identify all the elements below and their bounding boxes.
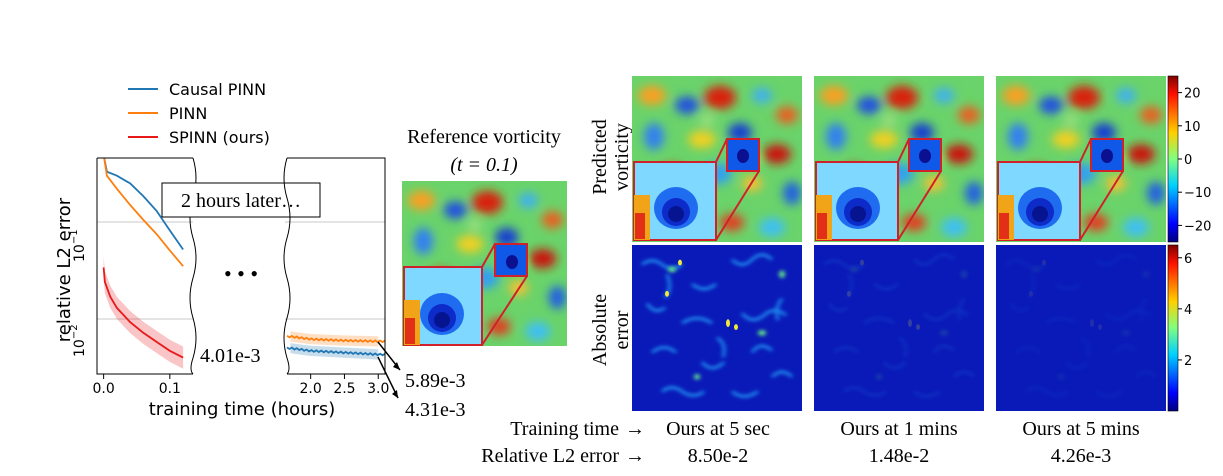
zoom-inset-1 xyxy=(633,161,717,241)
table-col2-error: 1.48e-2 xyxy=(869,445,930,467)
absolute-error-3 xyxy=(996,245,1166,411)
absolute-error-2 xyxy=(814,245,984,411)
band-spinn-ours xyxy=(103,256,184,369)
row-label-predicted-2: vorticity xyxy=(611,123,633,191)
ytick-1e-2: 10−2 xyxy=(69,324,88,357)
panel-column-1 xyxy=(632,76,802,411)
zoom-spot-2 xyxy=(919,149,931,163)
xtick-label-left-1: 0.1 xyxy=(159,381,181,397)
colorbar-error-bar xyxy=(1167,244,1179,412)
series-line-right-pinn xyxy=(286,334,385,344)
colorbar-error: 6 4 2 xyxy=(1167,244,1192,412)
zoom-spot-3 xyxy=(1101,149,1113,163)
colorbar-vorticity-label-1: 10 xyxy=(1184,120,1201,135)
annotation-arrowhead-causal xyxy=(392,390,398,398)
legend-label-spinn: SPINN (ours) xyxy=(169,128,270,147)
annotation-causal: 4.31e-3 xyxy=(405,399,466,421)
ellipsis: • • • xyxy=(224,261,258,286)
colorbar-error-label-1: 4 xyxy=(1184,303,1192,318)
reference-title-line1: Reference vorticity xyxy=(407,126,561,148)
xtick-label-right-0: 2.0 xyxy=(300,381,322,397)
reference-panel: Reference vorticity (t = 0.1) xyxy=(402,126,567,346)
callout: 2 hours later… xyxy=(161,182,321,218)
colorbar-vorticity-label-4: −20 xyxy=(1184,219,1211,234)
table-col3-error: 4.26e-3 xyxy=(1051,445,1112,467)
zoom-line-b-1 xyxy=(715,170,760,241)
annotation-pinn: 5.89e-3 xyxy=(405,370,466,392)
zoom-inset-2 xyxy=(815,161,899,241)
series-line-pinn xyxy=(103,158,184,267)
ytick-1e-1: 10−1 xyxy=(69,229,88,262)
table-row2-arrow: → xyxy=(625,445,645,467)
x-axis-label: training time (hours) xyxy=(149,399,336,420)
callout-text: 2 hours later… xyxy=(181,190,301,212)
reference-zoom-line-b xyxy=(481,275,528,346)
zoom-line-b-3 xyxy=(1079,170,1124,241)
colorbar-vorticity-label-3: −10 xyxy=(1184,186,1211,201)
legend-label-causal: Causal PINN xyxy=(169,80,266,99)
table-col1-time: Ours at 5 sec xyxy=(666,418,770,440)
xtick-label-left-0: 0.0 xyxy=(92,381,114,397)
colorbar-error-label-0: 6 xyxy=(1184,252,1192,267)
table-col2-time: Ours at 1 mins xyxy=(840,418,957,440)
zoom-line-b-2 xyxy=(897,170,942,241)
table-col3-time: Ours at 5 mins xyxy=(1022,418,1139,440)
annotation-arrow-causal xyxy=(377,356,399,399)
table-row1-arrow: → xyxy=(625,418,645,440)
zoom-line-a-1 xyxy=(715,138,728,163)
series-line-spinn-ours xyxy=(102,267,184,359)
zoom-spot-1 xyxy=(737,149,749,163)
table-col1-error: 8.50e-2 xyxy=(688,445,749,467)
xtick-label-right-1: 2.5 xyxy=(333,381,355,397)
colorbar-vorticity-label-0: 20 xyxy=(1184,87,1201,102)
colorbar-error-label-2: 2 xyxy=(1184,354,1192,369)
axis-spine-left xyxy=(96,158,193,375)
zoom-inset-3 xyxy=(997,161,1081,241)
table-row1-label: Training time xyxy=(510,418,619,440)
callout-box xyxy=(161,182,321,218)
zoom-line-a-2 xyxy=(897,138,910,163)
axis-spine-right xyxy=(287,157,386,375)
series-line-right-causal-pinn xyxy=(286,346,385,357)
reference-zoom-spot xyxy=(506,255,518,269)
summary-table: Training time → Relative L2 error → Ours… xyxy=(481,418,1140,467)
colorbar-vorticity-bar xyxy=(1167,75,1179,243)
absolute-error-1 xyxy=(632,245,802,411)
reference-inset xyxy=(403,266,483,346)
zoom-line-a-3 xyxy=(1079,138,1092,163)
series-line-causal-pinn xyxy=(103,158,184,251)
annotation-arrowhead-pinn xyxy=(393,362,400,370)
row-labels: Predicted vorticity Absolute error xyxy=(589,119,633,366)
annotation-spinn: 4.01e-3 xyxy=(200,345,261,367)
legend: Causal PINN PINN SPINN (ours) xyxy=(128,80,270,147)
table-row2-label: Relative L2 error xyxy=(481,445,619,467)
axis-break-right xyxy=(283,157,291,375)
right-panel: 2.0 2.5 3.0 5.89e-3 4.31e-3 xyxy=(283,157,466,421)
left-panel: 0.0 0.1 10−1 10−2 relative L2 error 4.01e… xyxy=(54,157,261,397)
row-label-error-1: Absolute xyxy=(589,294,611,366)
panel-column-2 xyxy=(814,76,984,411)
prediction-grid xyxy=(632,76,1166,411)
xtick-label-right-2: 3.0 xyxy=(367,381,389,397)
panel-column-3 xyxy=(996,76,1166,411)
reference-title-line2: (t = 0.1) xyxy=(450,154,518,176)
reference-zoom-line-a xyxy=(481,243,496,268)
y-axis-label: relative L2 error xyxy=(54,197,75,342)
band-right-pinn xyxy=(290,331,379,347)
colorbar-vorticity-label-2: 0 xyxy=(1184,153,1192,168)
row-label-error-2: error xyxy=(611,310,633,349)
legend-label-pinn: PINN xyxy=(169,104,207,123)
row-label-predicted-1: Predicted xyxy=(589,119,611,195)
colorbar-vorticity: 20 10 0 −10 −20 xyxy=(1167,75,1211,243)
